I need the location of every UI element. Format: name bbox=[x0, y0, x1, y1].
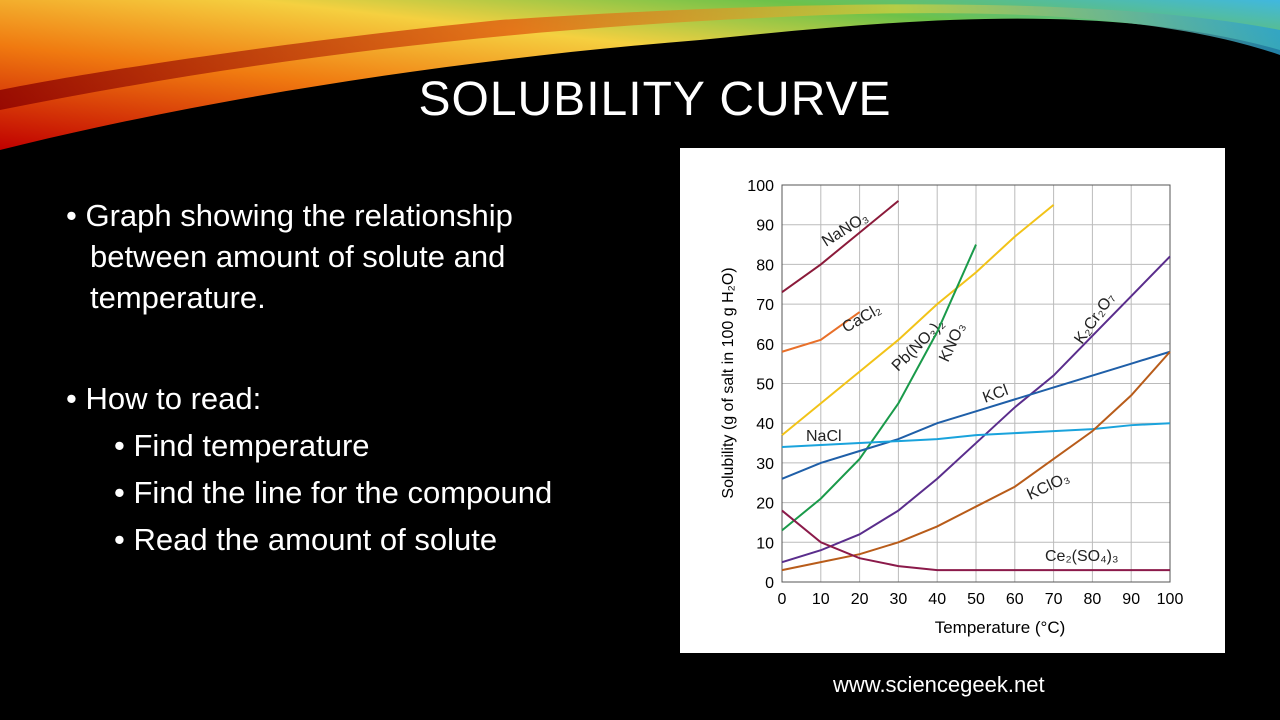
bullet: • Graph showing the relationship between… bbox=[66, 198, 513, 315]
series-line bbox=[781, 204, 1055, 436]
y-axis-label: Solubility (g of salt in 100 g H₂O) bbox=[720, 267, 737, 498]
y-tick-label: 100 bbox=[747, 178, 774, 195]
y-tick-label: 40 bbox=[756, 416, 774, 433]
swoosh bbox=[0, 4, 1280, 110]
y-tick-label: 10 bbox=[756, 535, 774, 552]
y-tick-label: 20 bbox=[756, 496, 774, 513]
series-line bbox=[781, 200, 900, 294]
x-tick-label: 20 bbox=[851, 591, 869, 608]
x-tick-label: 10 bbox=[812, 591, 830, 608]
series-line bbox=[781, 244, 977, 532]
x-tick-label: 40 bbox=[928, 591, 946, 608]
series-line bbox=[781, 255, 1171, 564]
bullet-text: Find temperature bbox=[133, 428, 370, 463]
y-tick-label: 70 bbox=[756, 297, 774, 314]
series-line bbox=[781, 509, 1170, 572]
series-line bbox=[781, 311, 861, 353]
bullet-text: Graph showing the relationship between a… bbox=[85, 198, 513, 315]
x-tick-label: 30 bbox=[890, 591, 908, 608]
slide-title: SOLUBILITY CURVE bbox=[418, 73, 892, 126]
bullet-text: Find the line for the compound bbox=[133, 475, 553, 510]
y-tick-label: 90 bbox=[756, 218, 774, 235]
x-tick-label: 60 bbox=[1006, 591, 1024, 608]
series-line bbox=[781, 351, 1171, 572]
bullet: • How to read: bbox=[66, 381, 262, 416]
x-axis-label: Temperature (°C) bbox=[935, 618, 1066, 637]
sub-bullet: • Find the line for the compound bbox=[114, 475, 553, 510]
sub-bullet: • Find temperature bbox=[114, 428, 370, 463]
series-line bbox=[781, 350, 1171, 480]
y-tick-label: 50 bbox=[756, 377, 774, 394]
x-tick-label: 70 bbox=[1045, 591, 1063, 608]
y-tick-label: 60 bbox=[756, 337, 774, 354]
source: www.sciencegeek.net bbox=[833, 672, 1045, 697]
chart-background bbox=[680, 148, 1225, 653]
y-tick-label: 0 bbox=[765, 575, 774, 592]
bullet-text: Read the amount of solute bbox=[133, 522, 498, 557]
sub-bullet: • Read the amount of solute bbox=[114, 522, 498, 557]
y-tick-label: 30 bbox=[756, 456, 774, 473]
plot-frame bbox=[781, 184, 1171, 583]
bullet-text: How to read: bbox=[85, 381, 262, 416]
bullet-list: • Graph showing the relationship between… bbox=[66, 195, 626, 560]
series-label: Ce₂(SO₄)₃ bbox=[1045, 548, 1118, 565]
x-tick-label: 90 bbox=[1122, 591, 1140, 608]
swoosh bbox=[0, 0, 1280, 150]
series-line bbox=[781, 422, 1171, 449]
x-tick-label: 80 bbox=[1084, 591, 1102, 608]
x-tick-label: 50 bbox=[967, 591, 985, 608]
x-tick-label: 100 bbox=[1157, 591, 1184, 608]
x-tick-label: 0 bbox=[778, 591, 787, 608]
series-label: NaCl bbox=[806, 428, 842, 445]
y-tick-label: 80 bbox=[756, 257, 774, 274]
